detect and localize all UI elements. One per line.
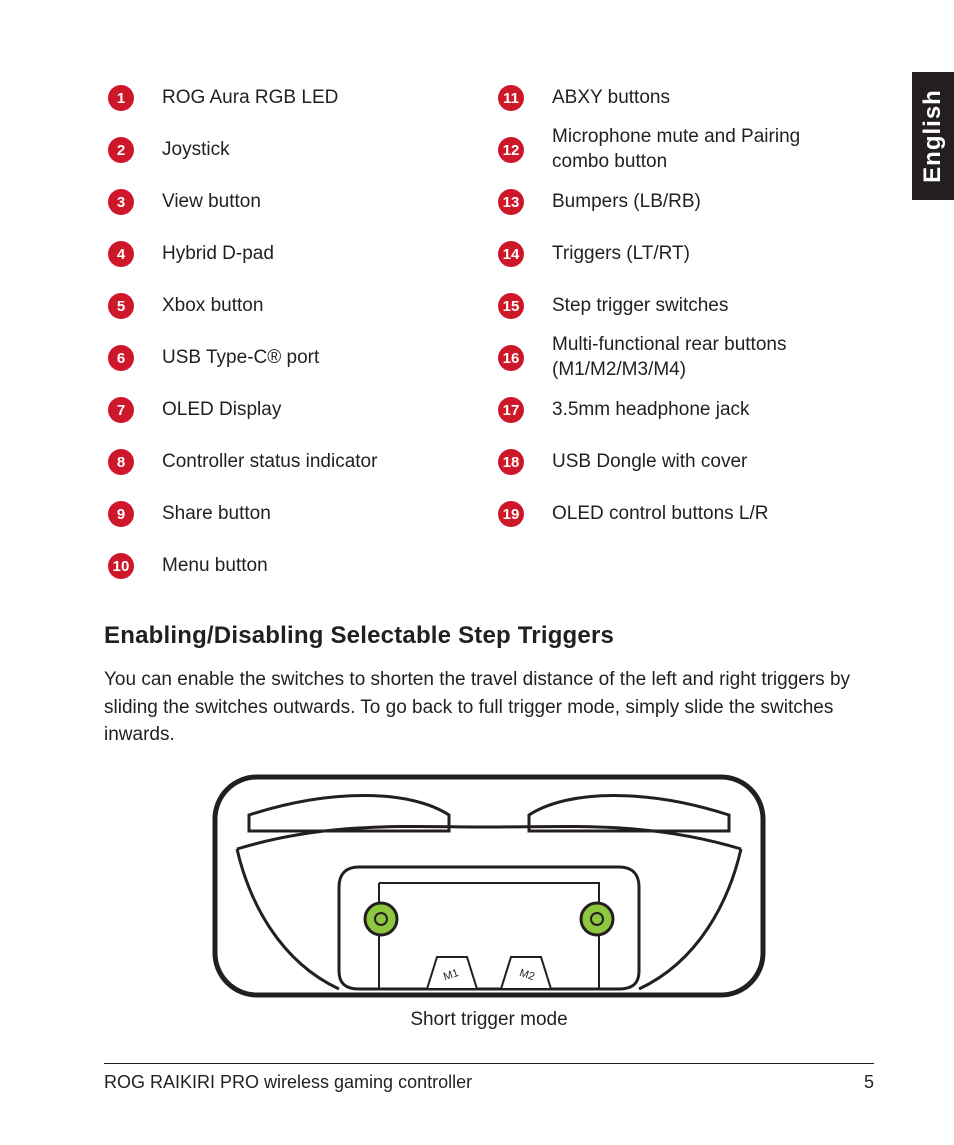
legend-label: Menu button <box>162 554 268 579</box>
legend-row: 18 USB Dongle with cover <box>494 436 864 488</box>
legend-badge: 10 <box>108 553 134 579</box>
footer-page-number: 5 <box>864 1072 874 1093</box>
legend-label: Share button <box>162 502 271 527</box>
controller-diagram: M1 M2 <box>209 771 769 1001</box>
legend-row: 4 Hybrid D-pad <box>104 228 474 280</box>
legend-badge: 6 <box>108 345 134 371</box>
legend-row: 15 Step trigger switches <box>494 280 864 332</box>
legend-label: Hybrid D-pad <box>162 242 274 267</box>
legend-row: 14 Triggers (LT/RT) <box>494 228 864 280</box>
legend-label: Xbox button <box>162 294 263 319</box>
legend-label: USB Dongle with cover <box>552 450 747 475</box>
legend-label: OLED control buttons L/R <box>552 502 769 527</box>
legend-badge: 8 <box>108 449 134 475</box>
right-step-switch <box>581 903 613 935</box>
legend-label: Controller status indicator <box>162 450 377 475</box>
m2-paddle: M2 <box>501 957 551 989</box>
legend-badge: 2 <box>108 137 134 163</box>
legend-label: Multi-functional rear buttons (M1/M2/M3/… <box>552 333 842 382</box>
legend-badge: 13 <box>498 189 524 215</box>
legend-badge: 1 <box>108 85 134 111</box>
legend-label: Bumpers (LB/RB) <box>552 190 701 215</box>
legend-row: 2 Joystick <box>104 124 474 176</box>
m1-paddle: M1 <box>427 957 477 989</box>
diagram-container: M1 M2 Short trigger mode <box>104 771 874 1031</box>
legend-row: 6 USB Type-C® port <box>104 332 474 384</box>
legend-row: 7 OLED Display <box>104 384 474 436</box>
section-heading: Enabling/Disabling Selectable Step Trigg… <box>104 622 874 650</box>
legend-row: 8 Controller status indicator <box>104 436 474 488</box>
legend-badge: 3 <box>108 189 134 215</box>
legend-badge: 7 <box>108 397 134 423</box>
language-tab: English <box>912 72 954 200</box>
legend-row: 19 OLED control buttons L/R <box>494 488 864 540</box>
legend-label: Step trigger switches <box>552 294 728 319</box>
diagram-caption: Short trigger mode <box>410 1009 567 1031</box>
left-step-switch <box>365 903 397 935</box>
legend-badge: 19 <box>498 501 524 527</box>
legend-badge: 11 <box>498 85 524 111</box>
section-body: You can enable the switches to shorten t… <box>104 666 874 749</box>
language-tab-label: English <box>919 89 947 183</box>
legend-row: 17 3.5mm headphone jack <box>494 384 864 436</box>
legend-row: 11 ABXY buttons <box>494 72 864 124</box>
legend-label: View button <box>162 190 261 215</box>
footer-product: ROG RAIKIRI PRO wireless gaming controll… <box>104 1072 472 1093</box>
legend-badge: 18 <box>498 449 524 475</box>
legend-label: ABXY buttons <box>552 86 670 111</box>
legend-label: OLED Display <box>162 398 281 423</box>
legend-label: Microphone mute and Pairing combo button <box>552 125 842 174</box>
legend-badge: 4 <box>108 241 134 267</box>
legend-badge: 14 <box>498 241 524 267</box>
page-content: 1 ROG Aura RGB LED 2 Joystick 3 View button 4 H… <box>104 72 874 1031</box>
legend-badge: 16 <box>498 345 524 371</box>
legend-table: 1 ROG Aura RGB LED 2 Joystick 3 View button 4 H… <box>104 72 874 592</box>
legend-col-right: 11 ABXY buttons 12 Microphone mute and Pair… <box>494 72 864 592</box>
legend-row: 3 View button <box>104 176 474 228</box>
legend-label: USB Type-C® port <box>162 346 319 371</box>
legend-label: Joystick <box>162 138 230 163</box>
legend-label: ROG Aura RGB LED <box>162 86 338 111</box>
legend-row: 5 Xbox button <box>104 280 474 332</box>
legend-badge: 17 <box>498 397 524 423</box>
legend-badge: 5 <box>108 293 134 319</box>
legend-row: 13 Bumpers (LB/RB) <box>494 176 864 228</box>
legend-label: 3.5mm headphone jack <box>552 398 750 423</box>
legend-row: 16 Multi-functional rear buttons (M1/M2/M… <box>494 332 864 384</box>
legend-badge: 15 <box>498 293 524 319</box>
legend-col-left: 1 ROG Aura RGB LED 2 Joystick 3 View button 4 H… <box>104 72 474 592</box>
legend-row: 9 Share button <box>104 488 474 540</box>
legend-badge: 12 <box>498 137 524 163</box>
legend-label: Triggers (LT/RT) <box>552 242 690 267</box>
legend-row: 12 Microphone mute and Pairing combo butt… <box>494 124 864 176</box>
page-footer: ROG RAIKIRI PRO wireless gaming controll… <box>104 1063 874 1093</box>
legend-row: 10 Menu button <box>104 540 474 592</box>
legend-badge: 9 <box>108 501 134 527</box>
legend-row: 1 ROG Aura RGB LED <box>104 72 474 124</box>
